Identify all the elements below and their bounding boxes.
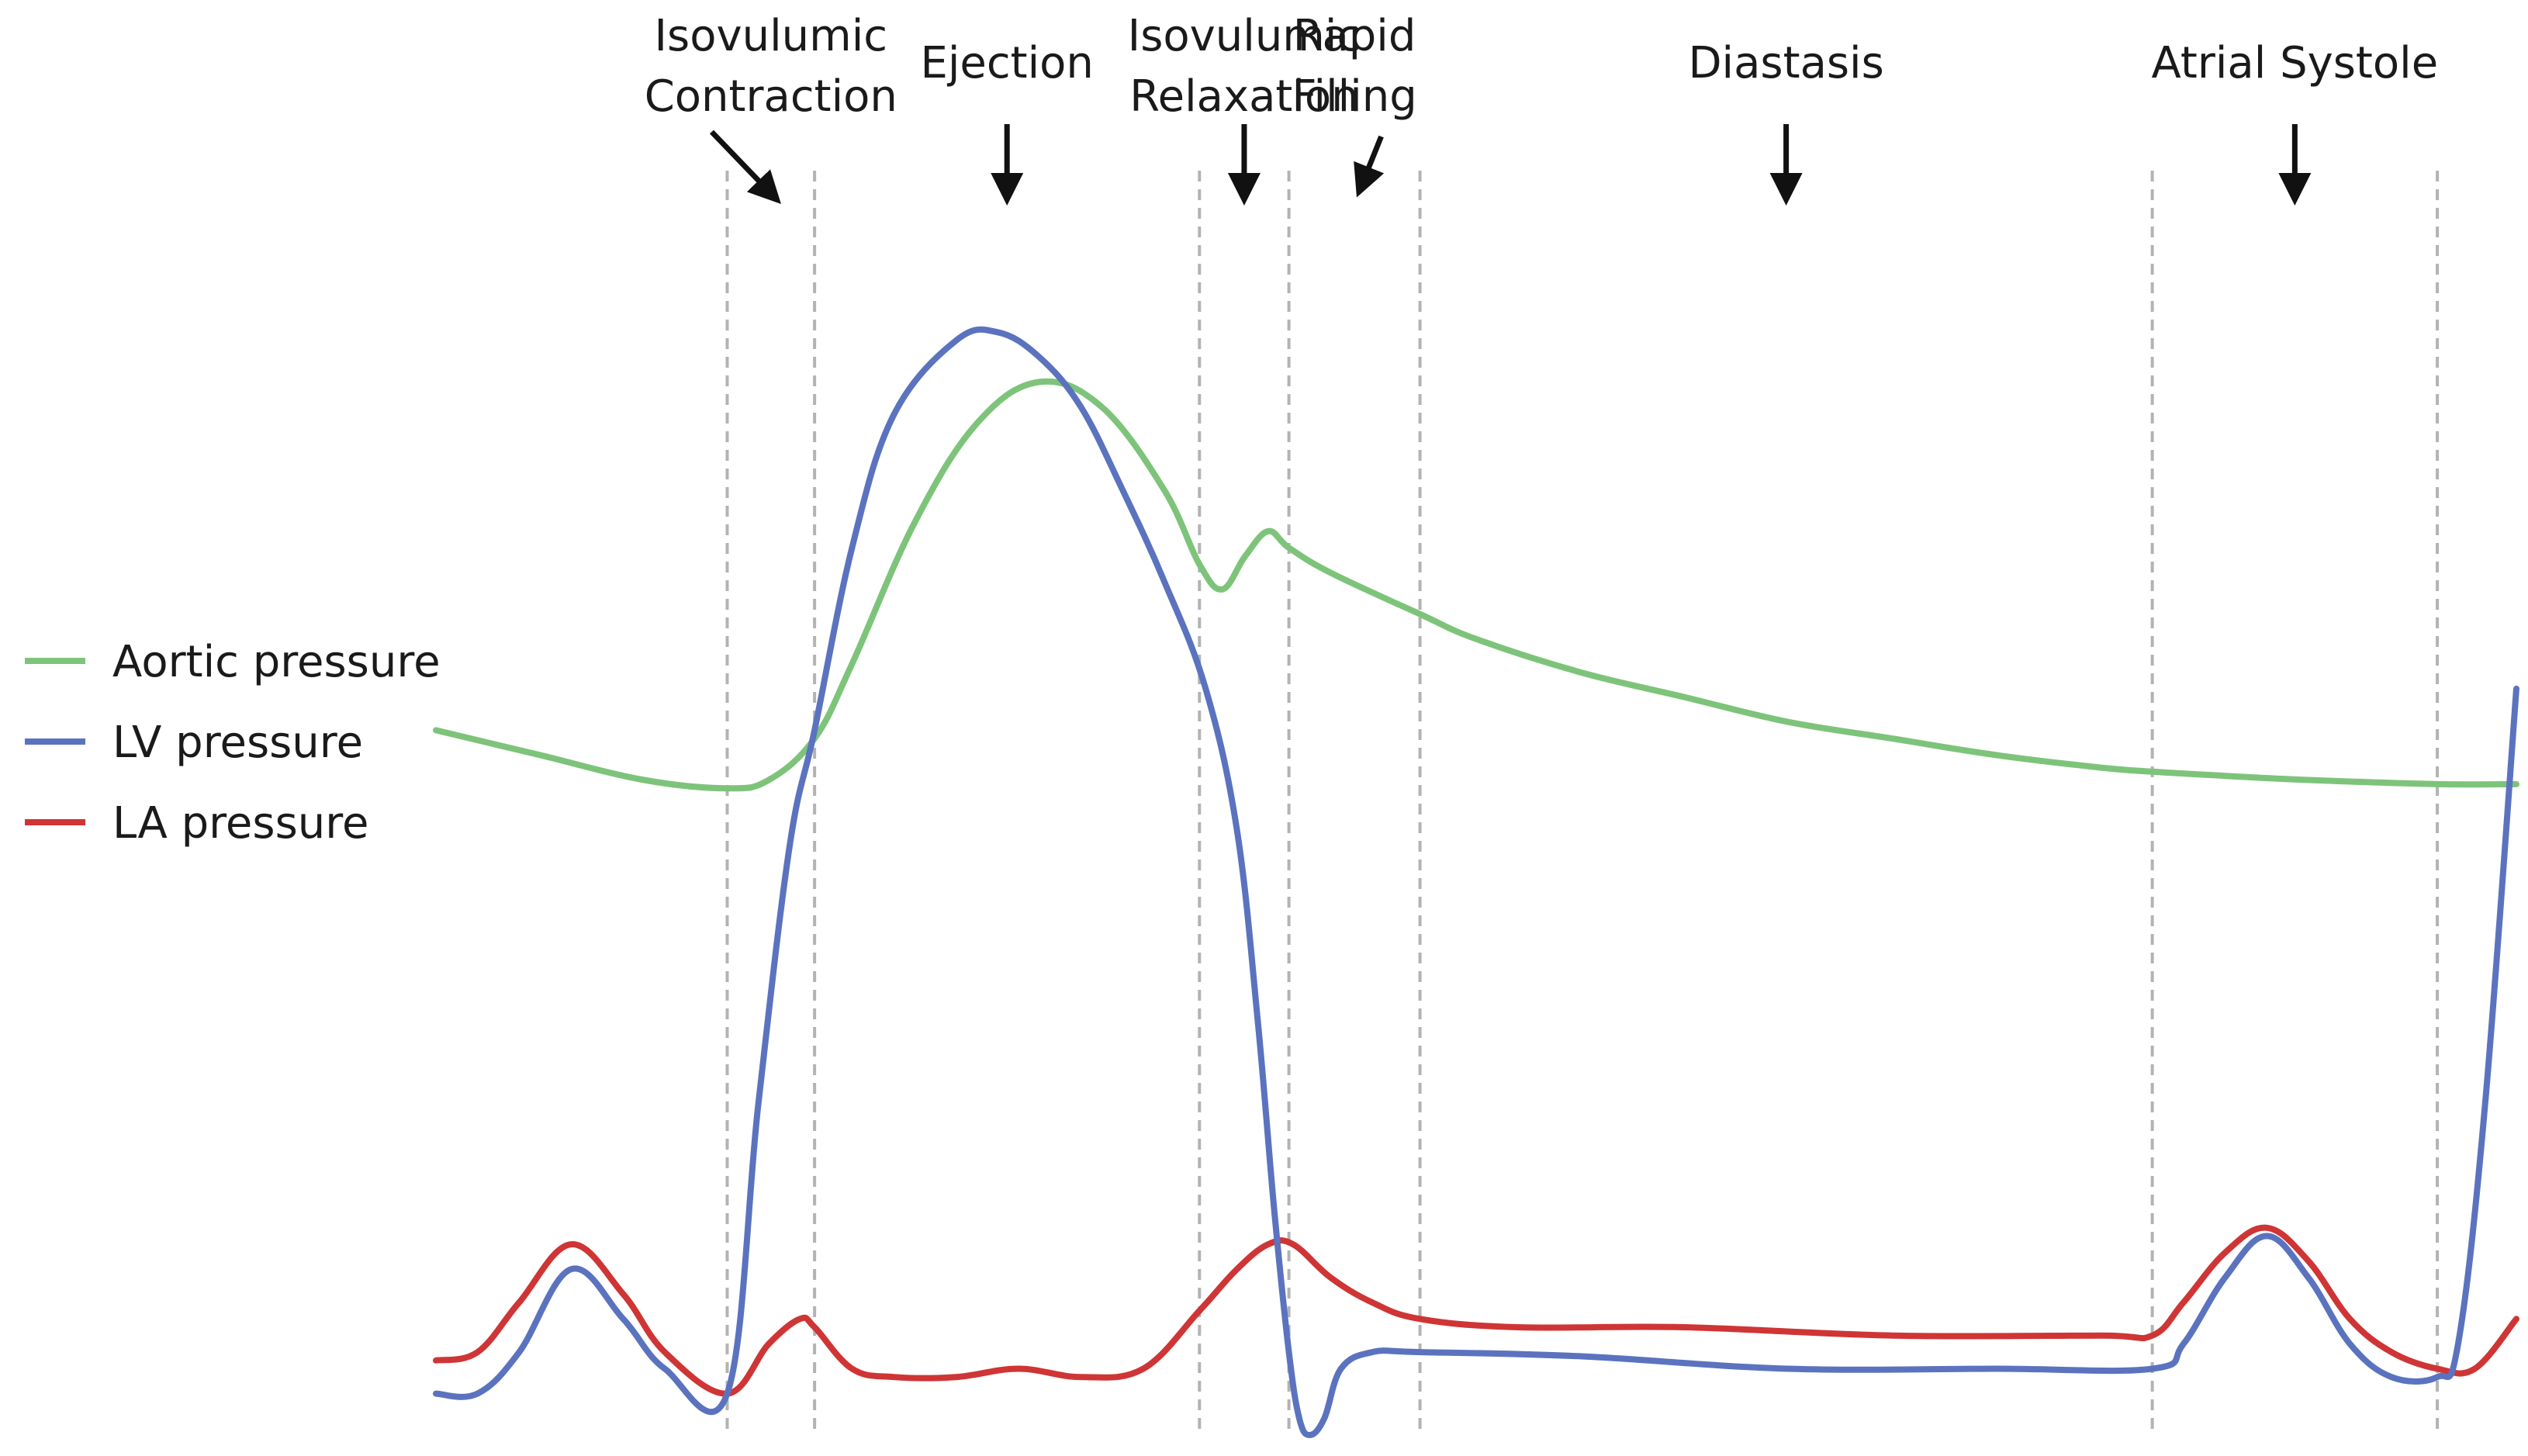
phase-arrow-isovulumic-contraction	[709, 130, 781, 205]
lv-pressure-line	[433, 326, 2519, 1438]
phase-label-atrial-systole-1: Atrial Systole	[2152, 38, 2439, 88]
legend-label-la-pressure: LA pressure	[112, 798, 368, 849]
phase-boundaries	[725, 171, 2440, 1435]
phase-label-rapid-filling-2: Filling	[1292, 71, 1416, 122]
phase-label-rapid-filling-1: Rapid	[1293, 11, 1416, 61]
phase-label-diastasis-1: Diastasis	[1688, 38, 1883, 88]
phase-label-isovulumic-contraction-2: Contraction	[645, 71, 897, 122]
legend-label-aortic-pressure: Aortic pressure	[112, 637, 441, 687]
legend: Aortic pressure LV pressure LA pressure	[25, 637, 441, 849]
phase-arrow-rapid-filling	[1354, 135, 1385, 198]
legend-label-lv-pressure: LV pressure	[112, 718, 363, 768]
series-layer	[433, 326, 2519, 1438]
phase-label-isovulumic-relaxation-2: Relaxation	[1129, 71, 1358, 122]
aortic-pressure-line	[433, 378, 2519, 792]
phase-label-ejection-1: Ejection	[920, 38, 1093, 88]
phase-label-isovulumic-contraction-1: Isovulumic	[655, 11, 888, 61]
phase-label-isovulumic-relaxation-1: Isovulumic	[1128, 11, 1361, 61]
phase-labels: IsovulumicContractionEjectionIsovulumicR…	[645, 11, 2439, 206]
